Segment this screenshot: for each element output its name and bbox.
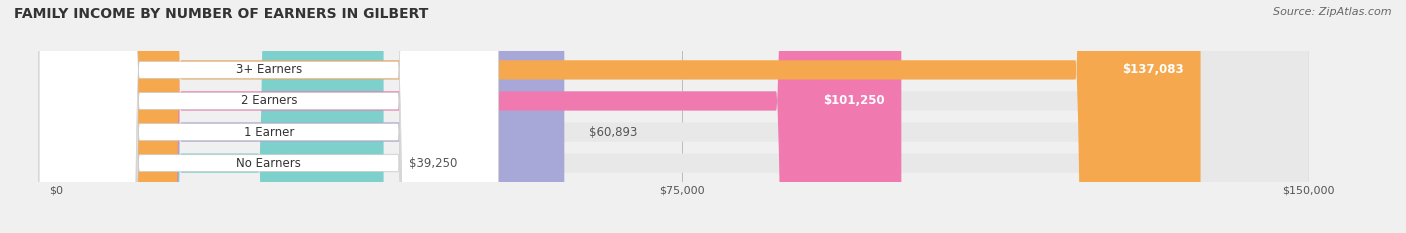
FancyBboxPatch shape — [39, 0, 498, 233]
Text: $39,250: $39,250 — [409, 157, 457, 170]
FancyBboxPatch shape — [56, 0, 1201, 233]
FancyBboxPatch shape — [56, 0, 384, 233]
Text: 1 Earner: 1 Earner — [243, 126, 294, 139]
Text: 3+ Earners: 3+ Earners — [236, 63, 302, 76]
FancyBboxPatch shape — [56, 0, 1309, 233]
FancyBboxPatch shape — [56, 0, 564, 233]
Text: $60,893: $60,893 — [589, 126, 638, 139]
FancyBboxPatch shape — [56, 0, 1309, 233]
FancyBboxPatch shape — [39, 0, 498, 233]
Text: 2 Earners: 2 Earners — [240, 94, 297, 107]
Text: $137,083: $137,083 — [1122, 63, 1184, 76]
FancyBboxPatch shape — [39, 0, 498, 233]
FancyBboxPatch shape — [56, 0, 1309, 233]
Text: FAMILY INCOME BY NUMBER OF EARNERS IN GILBERT: FAMILY INCOME BY NUMBER OF EARNERS IN GI… — [14, 7, 429, 21]
Text: Source: ZipAtlas.com: Source: ZipAtlas.com — [1274, 7, 1392, 17]
FancyBboxPatch shape — [56, 0, 1309, 233]
Text: $101,250: $101,250 — [823, 94, 884, 107]
FancyBboxPatch shape — [56, 0, 901, 233]
FancyBboxPatch shape — [39, 0, 498, 233]
Text: No Earners: No Earners — [236, 157, 301, 170]
